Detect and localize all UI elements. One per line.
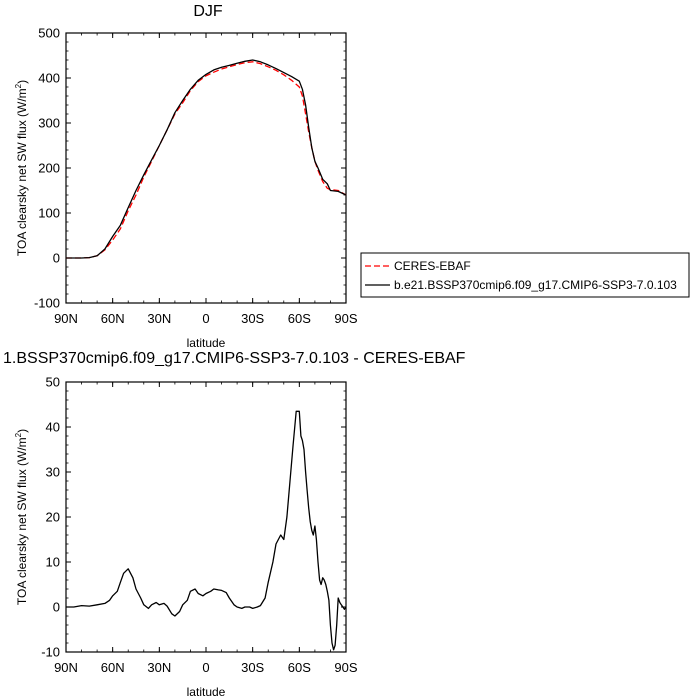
bottom-chart-x-tick-label: 30N bbox=[147, 660, 171, 675]
top-chart-x-tick-label: 30S bbox=[241, 311, 264, 326]
top-chart-x-tick-label: 30N bbox=[147, 311, 171, 326]
top-chart: DJF 90N 60N 30N 0 30S 60S 90S -100 0 100 200 300 40… bbox=[14, 3, 358, 350]
bottom-chart-y-tick-label: 50 bbox=[46, 375, 60, 390]
bottom-chart-y-tick-label: -10 bbox=[41, 645, 60, 660]
legend-label-model: b.e21.BSSP370cmip6.f09_g17.CMIP6-SSP3-7.… bbox=[394, 278, 677, 292]
bottom-chart-x-tick-label: 60S bbox=[288, 660, 311, 675]
top-chart-x-tick-label: 90S bbox=[334, 311, 357, 326]
bottom-chart-y-label: TOA clearsky net SW flux (W/m2) bbox=[14, 429, 29, 605]
bottom-chart-title: 1.BSSP370cmip6.f09_g17.CMIP6-SSP3-7.0.10… bbox=[3, 350, 466, 367]
top-chart-y-label-sup: 2 bbox=[14, 83, 23, 88]
top-chart-y-tick-label: -100 bbox=[34, 296, 60, 311]
bottom-chart-y-tick-label: 20 bbox=[46, 510, 60, 525]
top-chart-y-tick-label: 100 bbox=[38, 206, 60, 221]
bottom-chart-x-tick-label: 90N bbox=[54, 660, 78, 675]
top-chart-series-line-0 bbox=[66, 61, 347, 259]
bottom-chart-y-tick-label: 40 bbox=[46, 420, 60, 435]
top-chart-y-tick-label: 300 bbox=[38, 116, 60, 131]
bottom-chart-y-tick-label: 0 bbox=[53, 600, 60, 615]
bottom-chart-series bbox=[66, 410, 347, 651]
bottom-chart-frame bbox=[65, 381, 347, 653]
top-chart-x-ticks: 90N 60N 30N 0 30S 60S 90S bbox=[54, 33, 358, 326]
top-chart-title: DJF bbox=[193, 3, 223, 20]
bottom-chart-y-tick-label: 10 bbox=[46, 555, 60, 570]
top-chart-y-label: TOA clearsky net SW flux (W/m2) bbox=[14, 80, 29, 256]
bottom-chart-x-ticks: 90N 60N 30N 0 30S 60S 90S bbox=[54, 382, 358, 675]
top-chart-series bbox=[66, 59, 347, 259]
top-chart-frame bbox=[65, 32, 347, 304]
top-chart-y-tick-label: 200 bbox=[38, 161, 60, 176]
bottom-chart-y-ticks: -10 0 10 20 30 40 50 bbox=[41, 375, 346, 660]
top-chart-y-ticks: -100 0 100 200 300 400 500 bbox=[34, 26, 346, 311]
bottom-chart-x-tick-label: 90S bbox=[334, 660, 357, 675]
top-chart-y-label-close: ) bbox=[15, 80, 29, 84]
top-chart-x-tick-label: 60N bbox=[101, 311, 125, 326]
bottom-chart-y-tick-label: 30 bbox=[46, 465, 60, 480]
legend-box bbox=[360, 252, 690, 298]
legend: CERES-EBAF b.e21.BSSP370cmip6.f09_g17.CM… bbox=[360, 252, 690, 298]
top-chart-x-label: latitude bbox=[187, 336, 226, 350]
bottom-chart-x-tick-label: 60N bbox=[101, 660, 125, 675]
top-chart-y-tick-label: 0 bbox=[53, 251, 60, 266]
bottom-chart-series-line-0 bbox=[66, 410, 347, 651]
top-chart-x-tick-label: 90N bbox=[54, 311, 78, 326]
bottom-chart-y-label-close: ) bbox=[15, 429, 29, 433]
legend-label-ceres: CERES-EBAF bbox=[394, 259, 471, 273]
bottom-chart-x-tick-label: 30S bbox=[241, 660, 264, 675]
top-chart-series-line-1 bbox=[66, 59, 347, 259]
bottom-chart: 1.BSSP370cmip6.f09_g17.CMIP6-SSP3-7.0.10… bbox=[3, 350, 466, 699]
bottom-chart-x-label: latitude bbox=[187, 685, 226, 699]
top-chart-y-label-main: TOA clearsky net SW flux (W/m bbox=[15, 88, 29, 256]
top-chart-x-tick-label: 0 bbox=[202, 311, 209, 326]
bottom-chart-y-label-sup: 2 bbox=[14, 432, 23, 437]
top-chart-x-tick-label: 60S bbox=[288, 311, 311, 326]
bottom-chart-x-tick-label: 0 bbox=[202, 660, 209, 675]
bottom-chart-y-label-main: TOA clearsky net SW flux (W/m bbox=[15, 437, 29, 605]
top-chart-y-tick-label: 400 bbox=[38, 71, 60, 86]
top-chart-y-tick-label: 500 bbox=[38, 26, 60, 41]
